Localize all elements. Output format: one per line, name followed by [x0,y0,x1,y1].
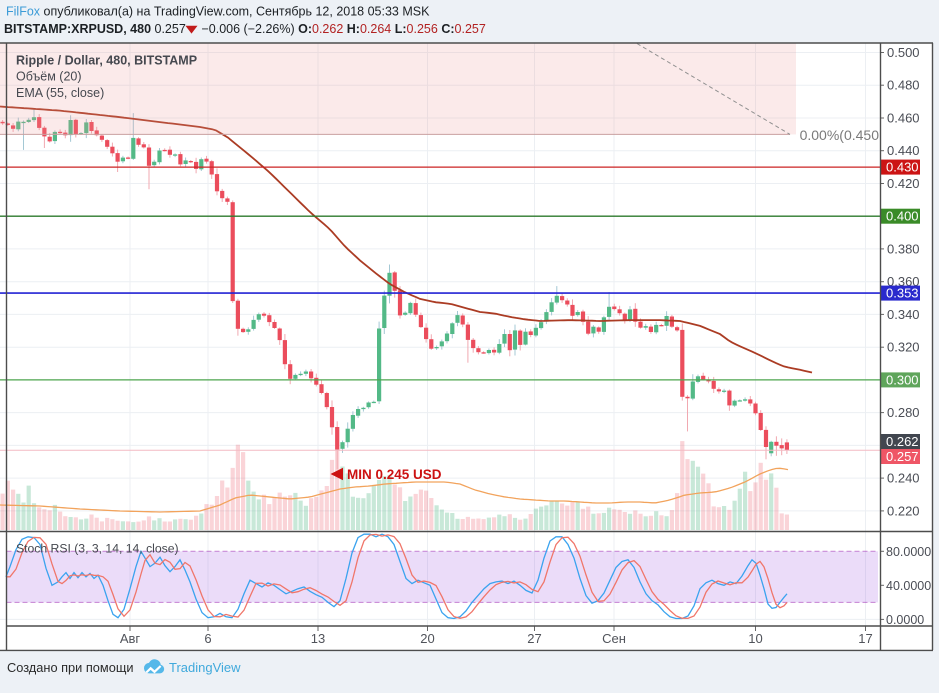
svg-text:0.00%(0.450: 0.00%(0.450 [800,127,880,143]
svg-text:13: 13 [311,631,325,646]
svg-text:0.480: 0.480 [887,78,920,93]
svg-text:Авг: Авг [120,631,141,646]
svg-text:0.300: 0.300 [886,372,919,387]
svg-text:MIN 0.245 USD: MIN 0.245 USD [347,467,442,482]
svg-text:0.340: 0.340 [887,307,920,322]
svg-text:0.257: 0.257 [886,449,919,464]
svg-text:0.360: 0.360 [887,274,920,289]
svg-text:0.320: 0.320 [887,340,920,355]
svg-text:0.353: 0.353 [886,286,919,301]
svg-text:0.262: 0.262 [886,434,919,449]
svg-text:17: 17 [858,631,872,646]
svg-text:0.460: 0.460 [887,111,920,126]
svg-text:0.0000: 0.0000 [886,613,924,627]
svg-text:0.440: 0.440 [887,143,920,158]
svg-text:Создано при помощи: Создано при помощи [7,660,134,675]
svg-text:0.500: 0.500 [887,45,920,60]
svg-text:Ripple / Dollar, 480, BITSTAMP: Ripple / Dollar, 480, BITSTAMP [16,53,197,67]
svg-text:0.220: 0.220 [887,503,920,518]
svg-text:0.380: 0.380 [887,241,920,256]
svg-text:Stoch RSI (3, 3, 14, 14, close: Stoch RSI (3, 3, 14, 14, close) [16,542,179,556]
svg-text:Сен: Сен [602,631,626,646]
svg-text:BITSTAMP:XRPUSD, 480 0.257: BITSTAMP:XRPUSD, 480 0.257 [4,22,186,36]
svg-text:80.0000: 80.0000 [886,545,931,559]
svg-text:0.430: 0.430 [886,160,919,175]
svg-text:6: 6 [204,631,211,646]
svg-text:Объём (20): Объём (20) [16,70,82,84]
svg-text:0.420: 0.420 [887,176,920,191]
svg-text:−0.006 (−2.26%) O:0.262 H:0.26: −0.006 (−2.26%) O:0.262 H:0.264 L:0.256 … [202,22,486,36]
svg-text:20: 20 [420,631,434,646]
svg-text:10: 10 [748,631,762,646]
svg-text:40.0000: 40.0000 [886,579,931,593]
svg-text:0.240: 0.240 [887,471,920,486]
svg-text:27: 27 [527,631,541,646]
svg-text:EMA (55, close): EMA (55, close) [16,86,104,100]
svg-text:0.280: 0.280 [887,405,920,420]
svg-text:0.400: 0.400 [886,209,919,224]
svg-text:TradingView: TradingView [169,660,241,675]
svg-text:FilFox опубликовал(а) на Tradi: FilFox опубликовал(а) на TradingView.com… [6,4,430,18]
